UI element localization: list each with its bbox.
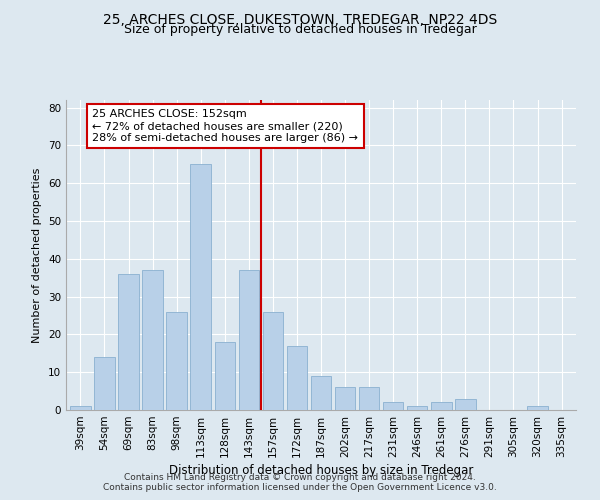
Y-axis label: Number of detached properties: Number of detached properties bbox=[32, 168, 43, 342]
Bar bbox=[335, 388, 355, 410]
Text: Contains public sector information licensed under the Open Government Licence v3: Contains public sector information licen… bbox=[103, 483, 497, 492]
Bar bbox=[70, 406, 91, 410]
Text: 25 ARCHES CLOSE: 152sqm
← 72% of detached houses are smaller (220)
28% of semi-d: 25 ARCHES CLOSE: 152sqm ← 72% of detache… bbox=[92, 110, 358, 142]
Text: Size of property relative to detached houses in Tredegar: Size of property relative to detached ho… bbox=[124, 22, 476, 36]
Bar bbox=[118, 274, 139, 410]
Bar bbox=[190, 164, 211, 410]
Bar bbox=[142, 270, 163, 410]
Bar bbox=[359, 388, 379, 410]
Bar bbox=[311, 376, 331, 410]
Bar bbox=[287, 346, 307, 410]
Bar bbox=[94, 357, 115, 410]
Bar bbox=[527, 406, 548, 410]
X-axis label: Distribution of detached houses by size in Tredegar: Distribution of detached houses by size … bbox=[169, 464, 473, 477]
Bar bbox=[166, 312, 187, 410]
Bar bbox=[455, 398, 476, 410]
Bar bbox=[383, 402, 403, 410]
Bar bbox=[239, 270, 259, 410]
Text: Contains HM Land Registry data © Crown copyright and database right 2024.: Contains HM Land Registry data © Crown c… bbox=[124, 473, 476, 482]
Text: 25, ARCHES CLOSE, DUKESTOWN, TREDEGAR, NP22 4DS: 25, ARCHES CLOSE, DUKESTOWN, TREDEGAR, N… bbox=[103, 12, 497, 26]
Bar bbox=[263, 312, 283, 410]
Bar bbox=[431, 402, 452, 410]
Bar bbox=[215, 342, 235, 410]
Bar bbox=[407, 406, 427, 410]
